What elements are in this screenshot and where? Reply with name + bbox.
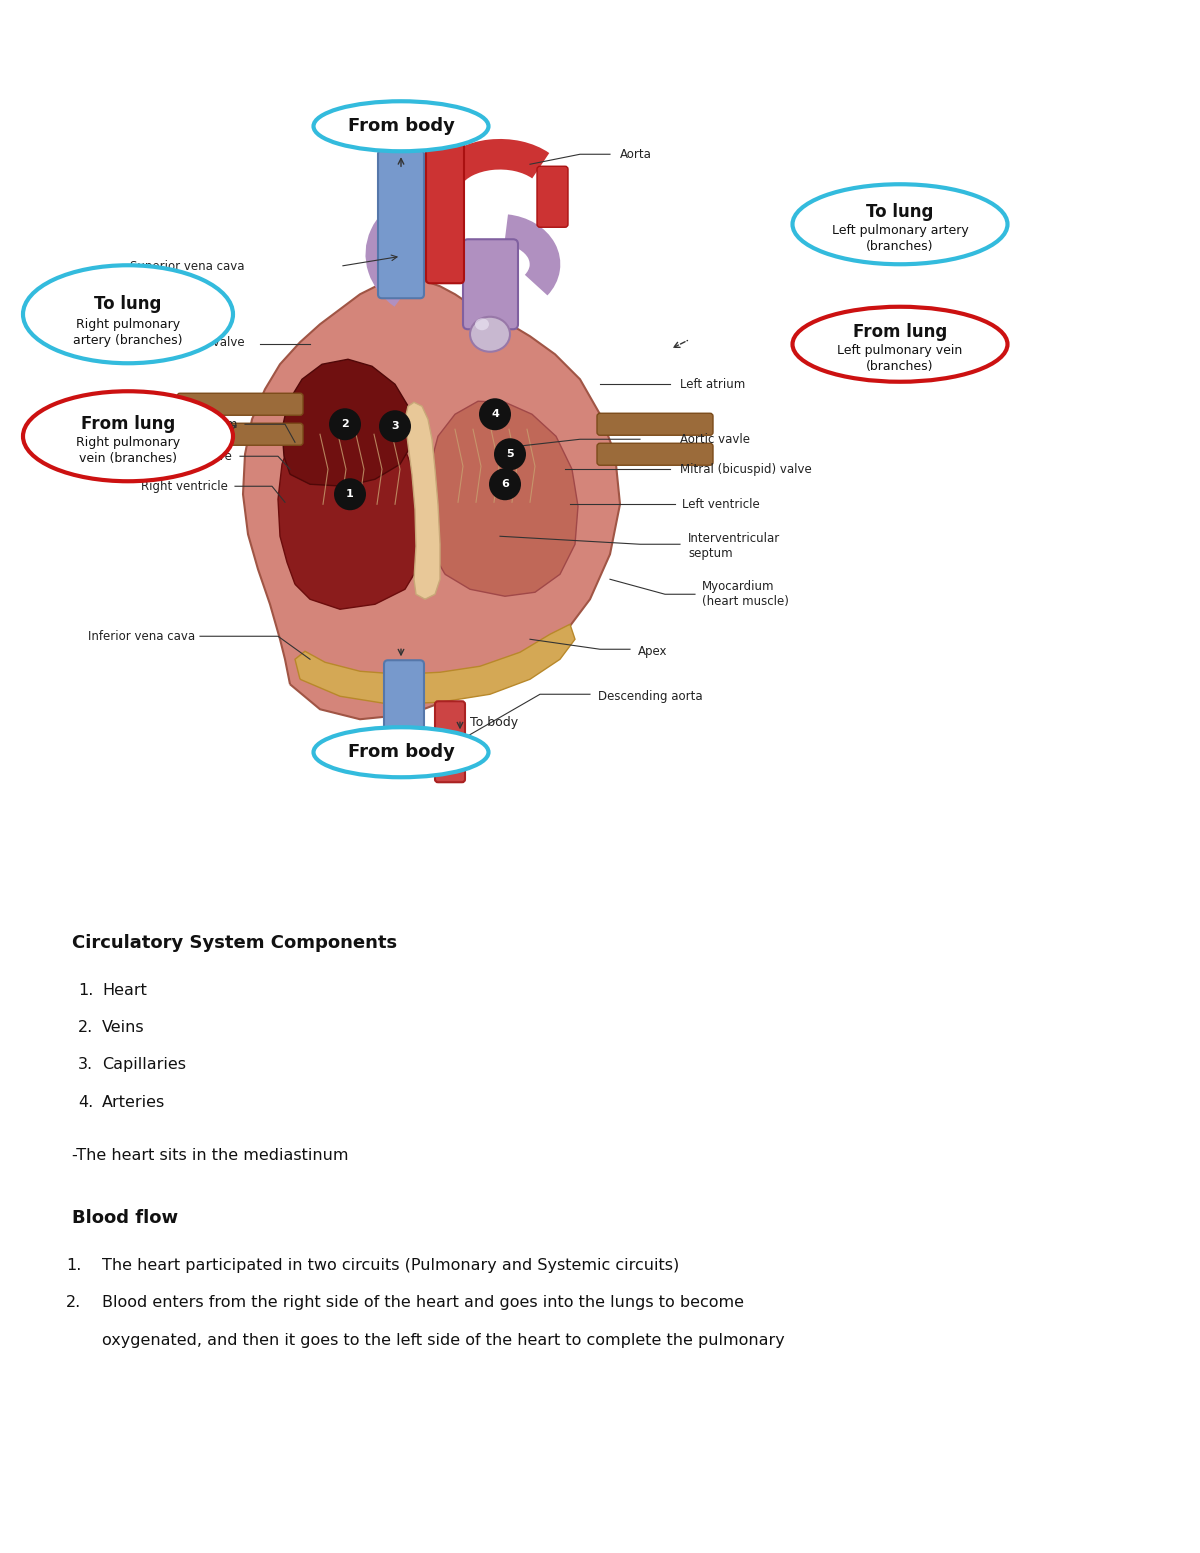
Ellipse shape bbox=[475, 318, 490, 331]
Text: Blood enters from the right side of the heart and goes into the lungs to become: Blood enters from the right side of the … bbox=[102, 1295, 744, 1311]
Text: Apex: Apex bbox=[638, 644, 667, 658]
Text: 6: 6 bbox=[502, 480, 509, 489]
FancyBboxPatch shape bbox=[178, 424, 302, 446]
Text: Aortic vavle: Aortic vavle bbox=[680, 433, 750, 446]
Text: (branches): (branches) bbox=[866, 239, 934, 253]
FancyBboxPatch shape bbox=[538, 166, 568, 227]
Text: Descending aorta: Descending aorta bbox=[598, 690, 703, 704]
PathPatch shape bbox=[278, 407, 425, 609]
Text: 4: 4 bbox=[491, 410, 499, 419]
Text: artery (branches): artery (branches) bbox=[73, 334, 182, 346]
FancyBboxPatch shape bbox=[426, 120, 464, 283]
FancyBboxPatch shape bbox=[436, 702, 466, 783]
Text: To lung: To lung bbox=[866, 203, 934, 221]
Circle shape bbox=[479, 398, 511, 430]
Circle shape bbox=[334, 478, 366, 511]
Text: 2.: 2. bbox=[78, 1020, 94, 1034]
PathPatch shape bbox=[428, 401, 578, 596]
Text: Arteries: Arteries bbox=[102, 1095, 166, 1110]
Text: To lung: To lung bbox=[95, 295, 162, 314]
Text: To body: To body bbox=[470, 716, 518, 730]
Circle shape bbox=[490, 469, 521, 500]
PathPatch shape bbox=[406, 402, 440, 599]
Text: Tricuspid valve: Tricuspid valve bbox=[144, 450, 232, 463]
Circle shape bbox=[494, 438, 526, 471]
Text: Left pulmonary vein: Left pulmonary vein bbox=[838, 343, 962, 357]
Text: Pulmonary valve: Pulmonary valve bbox=[146, 335, 245, 349]
FancyBboxPatch shape bbox=[384, 660, 424, 758]
Text: Inferior vena cava: Inferior vena cava bbox=[88, 631, 194, 643]
Text: Interventricular
septum: Interventricular septum bbox=[688, 533, 780, 561]
Text: oxygenated, and then it goes to the left side of the heart to complete the pulmo: oxygenated, and then it goes to the left… bbox=[102, 1332, 785, 1348]
Text: Right pulmonary: Right pulmonary bbox=[76, 318, 180, 331]
Circle shape bbox=[329, 408, 361, 439]
Text: (branches): (branches) bbox=[866, 360, 934, 373]
Text: 3: 3 bbox=[391, 421, 398, 432]
Text: Left atrium: Left atrium bbox=[680, 377, 745, 391]
Ellipse shape bbox=[23, 266, 233, 363]
FancyBboxPatch shape bbox=[598, 413, 713, 435]
Text: vein (branches): vein (branches) bbox=[79, 452, 178, 464]
Text: 1.: 1. bbox=[66, 1258, 82, 1273]
PathPatch shape bbox=[242, 280, 620, 719]
Text: From body: From body bbox=[348, 118, 455, 135]
FancyBboxPatch shape bbox=[463, 239, 518, 329]
Text: Left ventricle: Left ventricle bbox=[682, 499, 760, 511]
Text: 1: 1 bbox=[346, 489, 354, 499]
Text: Superior vena cava: Superior vena cava bbox=[131, 259, 245, 273]
Text: Veins: Veins bbox=[102, 1020, 145, 1034]
Text: 2: 2 bbox=[341, 419, 349, 429]
Ellipse shape bbox=[470, 317, 510, 351]
Text: Myocardium
(heart muscle): Myocardium (heart muscle) bbox=[702, 581, 788, 609]
Text: 2.: 2. bbox=[66, 1295, 82, 1311]
Text: Circulatory System Components: Circulatory System Components bbox=[72, 935, 397, 952]
Ellipse shape bbox=[23, 391, 233, 481]
Text: From body: From body bbox=[348, 744, 455, 761]
Text: Capillaries: Capillaries bbox=[102, 1058, 186, 1073]
PathPatch shape bbox=[282, 359, 415, 486]
Ellipse shape bbox=[313, 101, 488, 151]
Text: 1.: 1. bbox=[78, 983, 94, 997]
FancyBboxPatch shape bbox=[178, 393, 302, 415]
Text: Right pulmonary: Right pulmonary bbox=[76, 436, 180, 449]
FancyBboxPatch shape bbox=[378, 151, 424, 298]
Text: From lung: From lung bbox=[853, 323, 947, 342]
Text: 3.: 3. bbox=[78, 1058, 94, 1073]
Ellipse shape bbox=[313, 727, 488, 776]
Ellipse shape bbox=[792, 185, 1008, 264]
Ellipse shape bbox=[792, 307, 1008, 382]
Text: Right atrium: Right atrium bbox=[163, 418, 238, 430]
Text: The heart participated in two circuits (Pulmonary and Systemic circuits): The heart participated in two circuits (… bbox=[102, 1258, 679, 1273]
Text: Blood flow: Blood flow bbox=[72, 1210, 178, 1227]
Text: Aorta: Aorta bbox=[620, 148, 652, 162]
Text: Heart: Heart bbox=[102, 983, 146, 997]
Text: Right ventricle: Right ventricle bbox=[142, 480, 228, 492]
Text: -The heart sits in the mediastinum: -The heart sits in the mediastinum bbox=[72, 1148, 348, 1163]
FancyBboxPatch shape bbox=[598, 443, 713, 466]
Text: Mitral (bicuspid) valve: Mitral (bicuspid) valve bbox=[680, 463, 811, 475]
Circle shape bbox=[379, 410, 410, 443]
Text: From lung: From lung bbox=[80, 415, 175, 433]
Text: 4.: 4. bbox=[78, 1095, 94, 1110]
Text: 5: 5 bbox=[506, 449, 514, 460]
PathPatch shape bbox=[295, 624, 575, 704]
Text: Left pulmonary artery: Left pulmonary artery bbox=[832, 224, 968, 236]
